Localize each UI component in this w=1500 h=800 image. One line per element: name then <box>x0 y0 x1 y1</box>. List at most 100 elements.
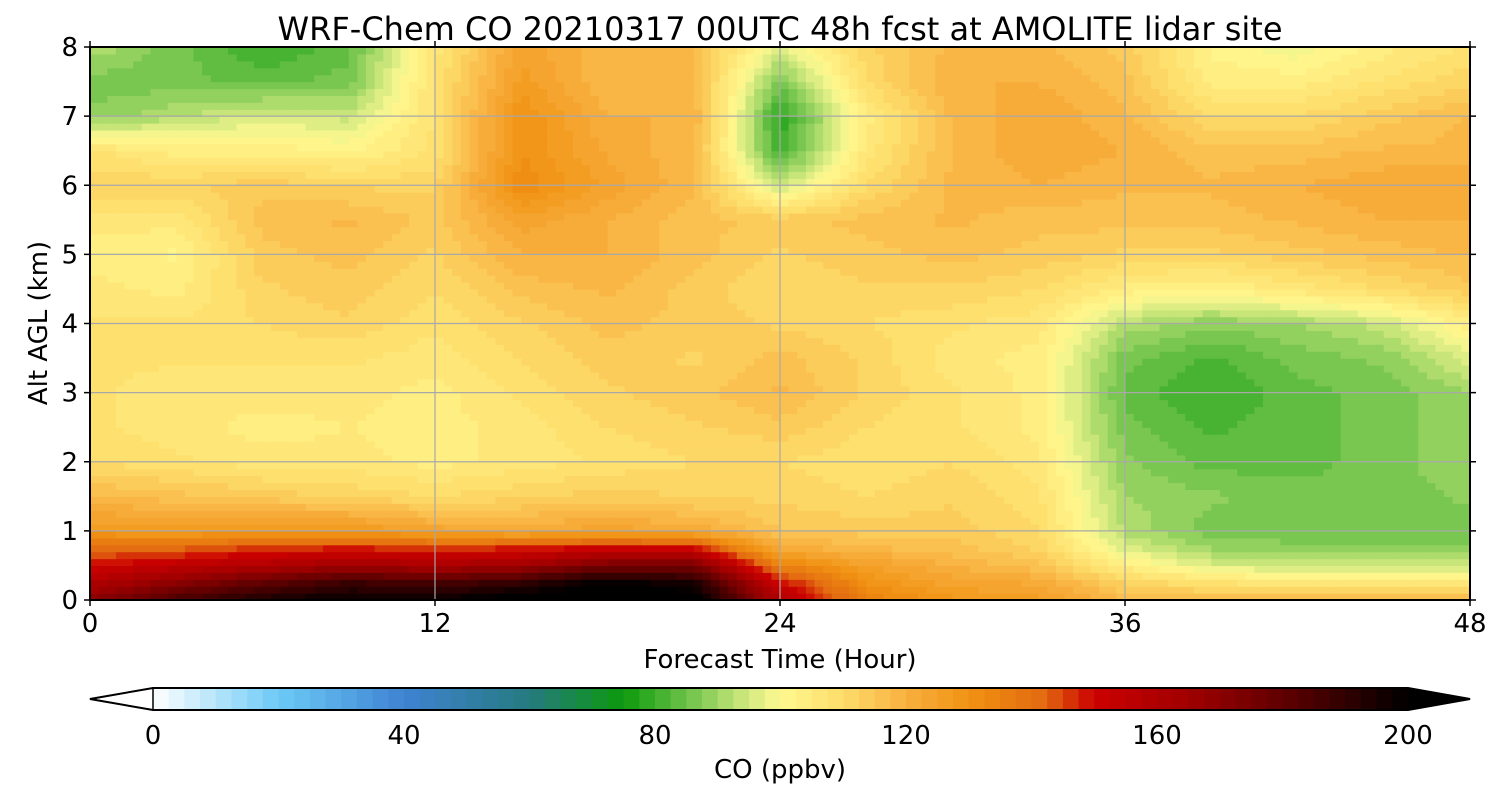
heatmap-cell <box>202 468 212 477</box>
heatmap-cell <box>745 427 755 435</box>
heatmap-cell <box>322 551 333 560</box>
heatmap-cell <box>417 593 427 600</box>
heatmap-cell <box>667 420 678 428</box>
heatmap-cell <box>314 537 324 546</box>
heatmap-cell <box>780 565 790 573</box>
heatmap-cell <box>1409 399 1419 408</box>
heatmap-cell <box>1375 496 1385 504</box>
heatmap-cell <box>840 579 850 587</box>
heatmap-cell <box>435 523 445 532</box>
heatmap-cell <box>184 406 195 414</box>
heatmap-cell <box>1280 593 1290 600</box>
heatmap-cell <box>1081 537 1092 546</box>
heatmap-cell <box>961 447 971 456</box>
heatmap-cell <box>529 413 540 421</box>
heatmap-cell <box>814 510 824 518</box>
heatmap-cell <box>1340 579 1350 587</box>
heatmap-cell <box>987 399 997 408</box>
heatmap-cell <box>719 496 729 504</box>
heatmap-cell <box>124 489 134 497</box>
heatmap-cell <box>1142 420 1152 428</box>
heatmap-cell <box>624 434 634 442</box>
heatmap-cell <box>745 385 755 394</box>
heatmap-cell <box>98 392 108 401</box>
heatmap-cell <box>1202 482 1212 490</box>
heatmap-cell <box>581 461 591 470</box>
heatmap-cell <box>1263 517 1273 525</box>
heatmap-cell <box>573 551 583 560</box>
heatmap-cell <box>1176 503 1186 511</box>
heatmap-cell <box>1263 482 1273 490</box>
heatmap-cell <box>926 544 936 553</box>
heatmap-cell <box>1332 593 1342 600</box>
heatmap-cell <box>383 496 393 504</box>
heatmap-cell <box>383 510 393 518</box>
heatmap-cell <box>107 579 117 587</box>
heatmap-cell <box>495 427 505 435</box>
heatmap-cell <box>987 441 997 449</box>
heatmap-cell <box>1375 489 1385 497</box>
heatmap-cell <box>409 510 419 518</box>
heatmap-cell <box>780 558 790 567</box>
heatmap-cell <box>1280 475 1290 484</box>
heatmap-cell <box>590 461 600 470</box>
heatmap-cell <box>1021 461 1031 470</box>
heatmap-cell <box>1237 544 1247 553</box>
heatmap-cell <box>1366 461 1376 470</box>
heatmap-cell <box>667 399 678 408</box>
heatmap-cell <box>1271 565 1281 573</box>
heatmap-cell <box>495 551 505 560</box>
heatmap-cell <box>969 454 979 463</box>
heatmap-cell <box>245 406 255 414</box>
heatmap-cell <box>228 523 238 532</box>
heatmap-cell <box>1211 427 1221 435</box>
heatmap-cell <box>667 544 678 553</box>
heatmap-cell <box>1228 441 1238 449</box>
heatmap-cell <box>202 399 212 408</box>
heatmap-cell <box>797 447 807 456</box>
heatmap-cell <box>616 558 626 567</box>
heatmap-cell <box>1237 503 1247 511</box>
heatmap-cell <box>1047 441 1057 449</box>
heatmap-cell <box>1064 385 1074 394</box>
heatmap-cell <box>124 586 134 594</box>
heatmap-cell <box>642 496 652 504</box>
heatmap-cell <box>348 544 358 553</box>
heatmap-cell <box>659 447 669 456</box>
heatmap-cell <box>616 489 626 497</box>
heatmap-cell <box>1219 496 1230 504</box>
heatmap-cell <box>547 544 557 553</box>
heatmap-cell <box>124 482 134 490</box>
heatmap-cell <box>978 447 988 456</box>
heatmap-cell <box>590 475 600 484</box>
heatmap-cell <box>452 537 462 546</box>
heatmap-cell <box>728 496 738 504</box>
heatmap-cell <box>555 510 565 518</box>
heatmap-cell <box>995 482 1005 490</box>
heatmap-cell <box>1038 537 1048 546</box>
heatmap-cell <box>961 420 971 428</box>
heatmap-cell <box>1306 537 1316 546</box>
heatmap-cell <box>1107 461 1117 470</box>
heatmap-cell <box>297 586 307 594</box>
heatmap-cell <box>1125 544 1135 553</box>
heatmap-cell <box>133 496 143 504</box>
heatmap-cell <box>297 406 307 414</box>
heatmap-cell <box>1280 392 1290 401</box>
heatmap-cell <box>892 503 902 511</box>
heatmap-cell <box>1099 537 1109 546</box>
heatmap-cell <box>1237 565 1247 573</box>
heatmap-cell <box>391 565 402 573</box>
heatmap-cell <box>202 482 212 490</box>
heatmap-cell <box>1392 503 1402 511</box>
heatmap-cell <box>1340 454 1350 463</box>
heatmap-cell <box>1228 530 1238 539</box>
heatmap-cell <box>426 447 436 456</box>
heatmap-cell <box>762 503 772 511</box>
heatmap-cell <box>98 489 108 497</box>
heatmap-cell <box>98 447 108 456</box>
heatmap-cell <box>555 413 565 421</box>
heatmap-cell <box>1150 503 1161 511</box>
heatmap-cell <box>857 392 867 401</box>
heatmap-cell <box>391 579 402 587</box>
